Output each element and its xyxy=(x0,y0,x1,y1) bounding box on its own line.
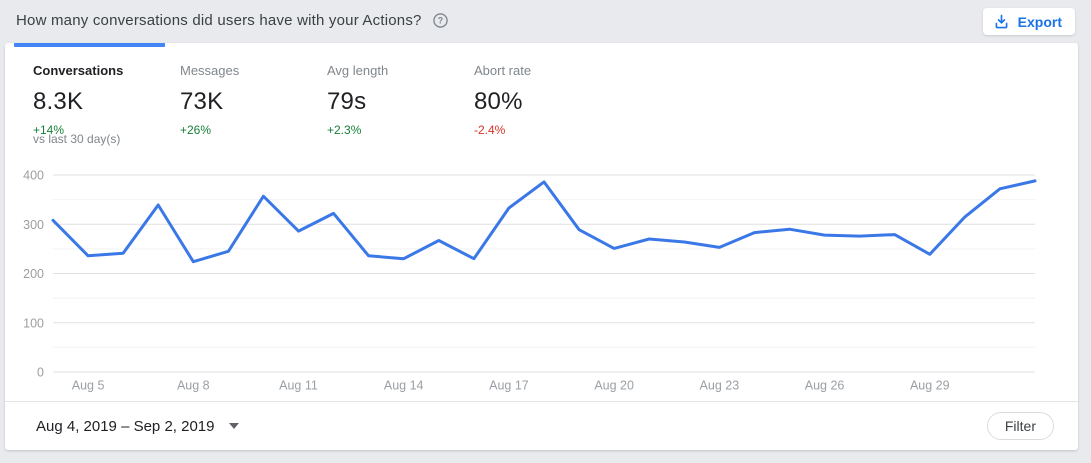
filter-button[interactable]: Filter xyxy=(986,412,1054,440)
tab-label: Abort rate xyxy=(474,63,532,78)
x-axis-label: Aug 11 xyxy=(279,379,318,393)
metric-value: 79s xyxy=(327,88,367,115)
active-tab-indicator xyxy=(161,43,312,47)
metric-tabs: Conversations 8.3K +14% Messages 73K +26% Avg … xyxy=(14,43,602,137)
page-title: How many conversations did users have wi… xyxy=(16,11,422,29)
x-axis-label: Aug 14 xyxy=(384,379,424,393)
metric-delta: +2.3% xyxy=(327,123,362,137)
y-axis-label: 400 xyxy=(23,169,44,183)
tab-messages[interactable]: Messages 73K +26% xyxy=(161,43,308,137)
x-axis-label: Aug 20 xyxy=(594,379,634,393)
metric-value: 73K xyxy=(180,88,224,115)
metric-value: 8.3K xyxy=(33,88,84,115)
y-axis-label: 100 xyxy=(23,316,44,330)
x-axis-label: Aug 8 xyxy=(177,379,210,393)
tab-label: Avg length xyxy=(327,63,389,78)
metric-delta: +14% xyxy=(33,123,65,137)
date-range-label: Aug 4, 2019 – Sep 2, 2019 xyxy=(36,417,215,435)
x-axis-label: Aug 23 xyxy=(700,379,740,393)
metric-delta: +26% xyxy=(180,123,212,137)
y-axis-label: 300 xyxy=(23,218,44,232)
comparison-note: vs last 30 day(s) xyxy=(33,132,121,146)
active-tab-indicator xyxy=(455,43,606,47)
tab-abort-rate[interactable]: Abort rate 80% -2.4% xyxy=(455,43,602,137)
tab-conversations[interactable]: Conversations 8.3K +14% xyxy=(14,43,165,137)
page-header: How many conversations did users have wi… xyxy=(0,0,1091,43)
export-button-label: Export xyxy=(1017,13,1062,30)
x-axis-label: Aug 17 xyxy=(489,379,529,393)
y-axis-label: 0 xyxy=(37,366,44,380)
active-tab-indicator xyxy=(14,43,165,47)
conversations-line xyxy=(51,179,1037,264)
card-footer: Aug 4, 2019 – Sep 2, 2019 Filter xyxy=(5,401,1078,450)
metrics-card: Conversations 8.3K +14% Messages 73K +26% Avg … xyxy=(5,43,1078,450)
download-icon xyxy=(993,13,1010,30)
x-axis-label: Aug 5 xyxy=(72,379,105,393)
caret-down-icon xyxy=(229,423,240,429)
help-icon[interactable]: ? xyxy=(432,12,449,29)
active-tab-indicator xyxy=(308,43,459,47)
conversations-trend-chart[interactable]: 0 100 200 300 400 Aug 5 Aug 8 Aug 11 Aug 14 Aug 1… xyxy=(5,165,1078,401)
svg-text:?: ? xyxy=(437,16,442,26)
tab-label: Conversations xyxy=(33,63,124,78)
tab-label: Messages xyxy=(180,63,240,78)
export-button[interactable]: Export xyxy=(982,8,1075,35)
x-axis-label: Aug 26 xyxy=(805,379,845,393)
x-axis-label: Aug 29 xyxy=(910,379,950,393)
metric-value: 80% xyxy=(474,88,523,115)
date-range-selector[interactable]: Aug 4, 2019 – Sep 2, 2019 xyxy=(36,417,240,435)
tab-avg-length[interactable]: Avg length 79s +2.3% xyxy=(308,43,455,137)
y-axis-label: 200 xyxy=(23,267,44,281)
metric-delta: -2.4% xyxy=(474,123,506,137)
